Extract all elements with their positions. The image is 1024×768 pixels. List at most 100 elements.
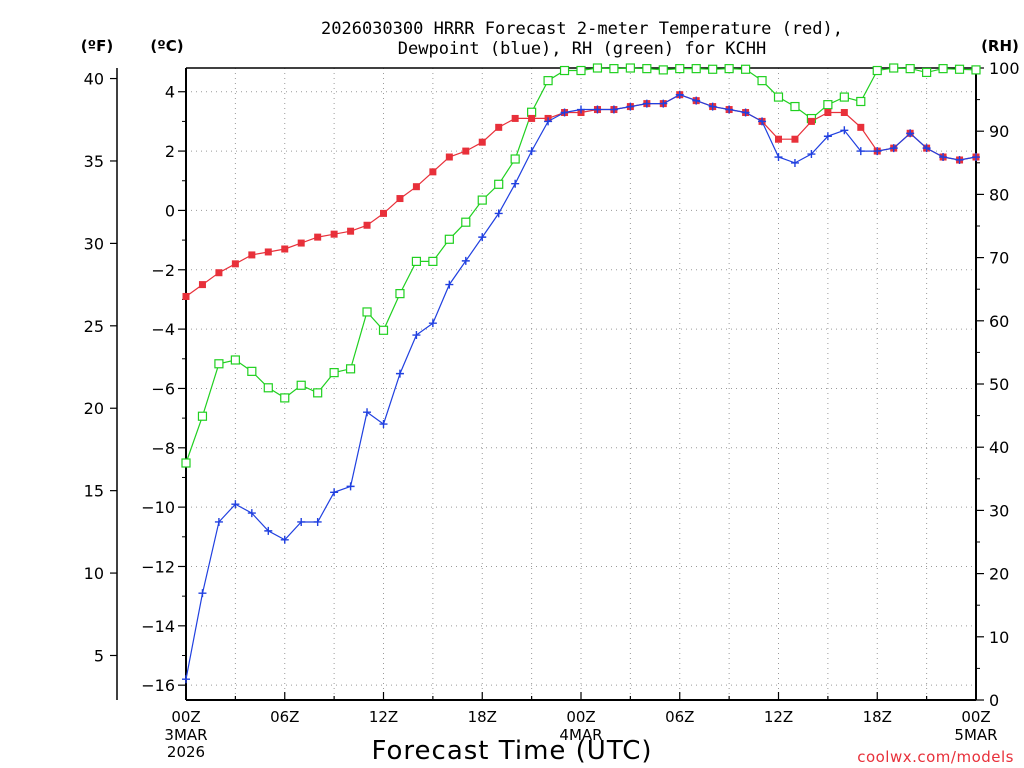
dewpoint-point xyxy=(330,488,339,497)
temperature-point xyxy=(791,135,799,143)
celsius-tick-label: 0 xyxy=(165,201,175,220)
celsius-tick-label: 2 xyxy=(165,142,175,161)
temperature-point xyxy=(775,135,782,143)
dewpoint-point xyxy=(577,105,585,114)
temperature-point xyxy=(330,230,338,238)
celsius-unit-label: (ºC) xyxy=(150,37,183,55)
chart-title-line-1: 2026030300 HRRR Forecast 2-meter Tempera… xyxy=(321,19,843,39)
x-date-label: 3MAR xyxy=(164,726,207,744)
rh-point xyxy=(395,289,405,299)
fahrenheit-tick-label: 35 xyxy=(84,152,104,171)
fahrenheit-tick-label: 20 xyxy=(84,399,104,418)
x-tick-label: 06Z xyxy=(665,708,694,726)
fahrenheit-tick-label: 10 xyxy=(84,564,104,583)
dewpoint-point xyxy=(544,117,553,126)
rh-point xyxy=(773,92,784,102)
rh-point xyxy=(691,64,701,74)
rh-point xyxy=(345,364,356,374)
dewpoint-point xyxy=(346,482,355,491)
rh-point xyxy=(280,393,290,403)
dewpoint-point xyxy=(873,147,882,156)
dewpoint-point xyxy=(428,319,437,328)
dewpoint-point xyxy=(758,117,767,126)
dewpoint-point xyxy=(527,147,536,156)
dewpoint-point xyxy=(774,153,783,162)
fahrenheit-tick-label: 15 xyxy=(84,482,104,501)
x-axis-label: Forecast Time (UTC) xyxy=(371,736,652,766)
rh-tick-label: 20 xyxy=(989,565,1009,584)
temperature-point xyxy=(495,123,503,131)
x-tick-label: 06Z xyxy=(270,708,299,726)
rh-tick-label: 50 xyxy=(989,375,1009,394)
rh-tick-label: 10 xyxy=(989,628,1009,647)
x-tick-label: 18Z xyxy=(468,708,497,726)
dewpoint-point xyxy=(494,209,503,218)
rh-series xyxy=(181,63,981,468)
dewpoint-point xyxy=(725,105,734,114)
rh-point xyxy=(609,64,619,74)
fahrenheit-tick-label: 5 xyxy=(94,646,104,665)
rh-tick-label: 0 xyxy=(989,691,999,710)
temperature-point xyxy=(264,248,272,256)
data-series xyxy=(181,63,981,684)
temperature-point xyxy=(824,109,832,117)
fahrenheit-tick-label: 25 xyxy=(84,317,104,336)
rh-point xyxy=(938,64,948,74)
rh-point xyxy=(954,64,965,74)
rh-tick-label: 60 xyxy=(989,312,1009,331)
temperature-point xyxy=(363,221,371,229)
celsius-tick-label: −6 xyxy=(151,379,175,398)
dewpoint-point xyxy=(231,500,240,509)
dewpoint-point xyxy=(659,99,668,108)
rh-point xyxy=(559,65,570,76)
dewpoint-point xyxy=(461,256,470,265)
rh-point xyxy=(477,195,487,205)
dewpoint-point xyxy=(412,331,421,340)
dewpoint-point xyxy=(906,129,915,138)
dewpoint-point xyxy=(692,96,701,105)
dewpoint-point xyxy=(560,108,569,117)
dewpoint-point xyxy=(313,517,322,526)
x-tick-label: 12Z xyxy=(764,708,793,726)
rh-point xyxy=(461,217,471,227)
rh-point xyxy=(971,65,981,75)
rh-point xyxy=(214,359,224,369)
dewpoint-point xyxy=(445,280,454,289)
rh-point xyxy=(444,234,454,244)
rh-point xyxy=(708,64,718,74)
dewpoint-point xyxy=(626,102,635,111)
dewpoint-point xyxy=(708,102,717,111)
dewpoint-point xyxy=(297,517,306,526)
dewpoint-point xyxy=(214,517,223,526)
celsius-tick-label: −4 xyxy=(151,320,175,339)
rh-point xyxy=(658,65,668,75)
dewpoint-point xyxy=(511,179,520,188)
dewpoint-point xyxy=(363,408,372,417)
temperature-point xyxy=(807,117,815,125)
temperature-point xyxy=(198,281,206,289)
x-date-label: 5MAR xyxy=(954,726,997,744)
rh-point xyxy=(922,67,932,78)
dewpoint-point xyxy=(840,126,849,135)
chart-title-line-2: Dewpoint (blue), RH (green) for KCHH xyxy=(398,39,766,59)
dewpoint-point xyxy=(478,233,487,242)
rh-point xyxy=(839,92,849,102)
temperature-point xyxy=(182,292,190,300)
fahrenheit-tick-label: 30 xyxy=(84,234,104,253)
dewpoint-point xyxy=(807,150,816,159)
rh-tick-label: 30 xyxy=(989,501,1009,520)
rh-point xyxy=(856,96,866,107)
x-tick-label: 12Z xyxy=(369,708,398,726)
temperature-point xyxy=(429,168,437,176)
temperature-point xyxy=(248,251,256,259)
dewpoint-point xyxy=(264,526,273,535)
rh-point xyxy=(494,179,504,189)
dewpoint-point xyxy=(856,147,865,156)
dewpoint-point xyxy=(675,90,684,99)
dewpoint-point xyxy=(198,589,207,598)
rh-point xyxy=(675,64,685,74)
dewpoint-series xyxy=(182,90,980,684)
rh-tick-label: 40 xyxy=(989,438,1009,457)
rh-point xyxy=(362,307,372,317)
dewpoint-point xyxy=(790,158,799,167)
